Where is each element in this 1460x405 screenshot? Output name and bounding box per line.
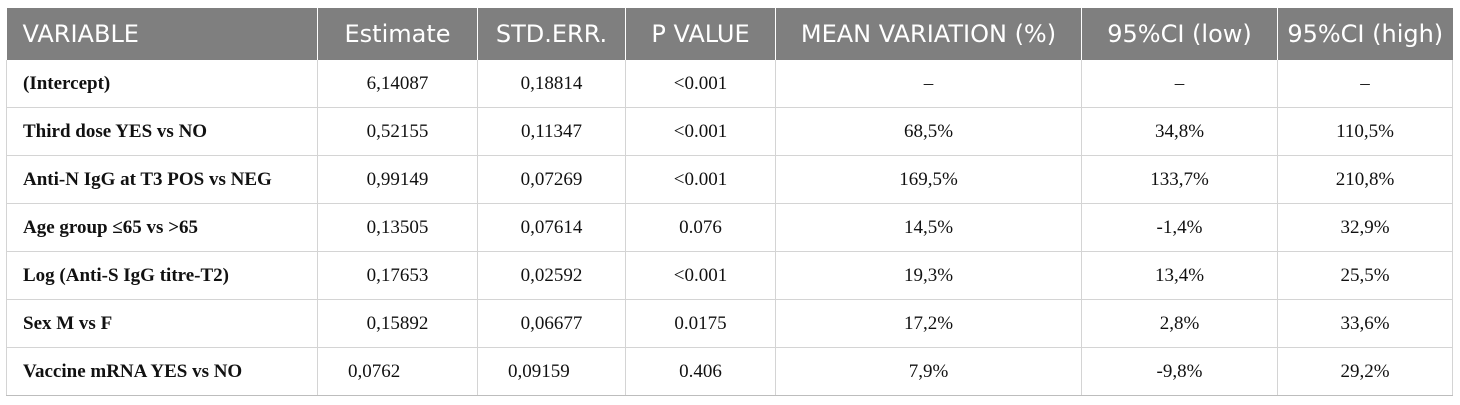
header-ci-low: 95%CI (low) (1081, 8, 1278, 60)
table-row: Third dose YES vs NO 0,52155 0,11347 <0.… (6, 107, 1453, 156)
ci-high-cell: 32,9% (1277, 203, 1453, 252)
ci-low-cell: -1,4% (1081, 203, 1278, 252)
header-p-value: P VALUE (625, 8, 776, 60)
estimate-cell: 0,15892 (317, 299, 478, 348)
mean-variation-cell: 169,5% (775, 155, 1082, 204)
std-err-cell: 0,07614 (477, 203, 626, 252)
p-value-cell: <0.001 (625, 107, 776, 156)
mean-variation-cell: 68,5% (775, 107, 1082, 156)
ci-high-cell: 33,6% (1277, 299, 1453, 348)
table-row: Log (Anti-S IgG titre-T2) 0,17653 0,0259… (6, 251, 1453, 300)
header-estimate: Estimate (317, 8, 478, 60)
regression-results-table: VARIABLE Estimate STD.ERR. P VALUE MEAN … (6, 8, 1453, 396)
ci-high-cell: 29,2% (1277, 347, 1453, 396)
mean-variation-cell: 17,2% (775, 299, 1082, 348)
header-variable: VARIABLE (6, 8, 318, 60)
header-ci-high: 95%CI (high) (1277, 8, 1453, 60)
mean-variation-cell: 14,5% (775, 203, 1082, 252)
p-value-cell: <0.001 (625, 251, 776, 300)
table-row: Age group ≤65 vs >65 0,13505 0,07614 0.0… (6, 203, 1453, 252)
table-row: Sex M vs F 0,15892 0,06677 0.0175 17,2% … (6, 299, 1453, 348)
mean-variation-cell: – (775, 60, 1082, 108)
table-row: Vaccine mRNA YES vs NO 0,0762 0,09159 0.… (6, 347, 1453, 396)
ci-high-cell: 25,5% (1277, 251, 1453, 300)
estimate-cell: 0,99149 (317, 155, 478, 204)
header-std-err: STD.ERR. (477, 8, 626, 60)
std-err-cell: 0,02592 (477, 251, 626, 300)
std-err-cell: 0,06677 (477, 299, 626, 348)
ci-high-cell: 210,8% (1277, 155, 1453, 204)
p-value-cell: <0.001 (625, 155, 776, 204)
mean-variation-cell: 7,9% (775, 347, 1082, 396)
estimate-cell: 0,17653 (317, 251, 478, 300)
ci-low-cell: 2,8% (1081, 299, 1278, 348)
estimate-cell: 0,13505 (317, 203, 478, 252)
estimate-cell: 6,14087 (317, 60, 478, 108)
variable-cell: Sex M vs F (6, 299, 318, 348)
p-value-cell: <0.001 (625, 60, 776, 108)
table-row: (Intercept) 6,14087 0,18814 <0.001 – – – (6, 60, 1453, 108)
p-value-cell: 0.406 (625, 347, 776, 396)
header-row: VARIABLE Estimate STD.ERR. P VALUE MEAN … (6, 8, 1453, 60)
std-err-cell: 0,11347 (477, 107, 626, 156)
variable-cell: (Intercept) (6, 60, 318, 108)
ci-low-cell: 133,7% (1081, 155, 1278, 204)
ci-low-cell: 34,8% (1081, 107, 1278, 156)
std-err-cell: 0,09159 (477, 347, 626, 396)
estimate-cell: 0,0762 (317, 347, 478, 396)
ci-high-cell: – (1277, 60, 1453, 108)
ci-low-cell: -9,8% (1081, 347, 1278, 396)
mean-variation-cell: 19,3% (775, 251, 1082, 300)
variable-cell: Log (Anti-S IgG titre-T2) (6, 251, 318, 300)
ci-high-cell: 110,5% (1277, 107, 1453, 156)
variable-cell: Vaccine mRNA YES vs NO (6, 347, 318, 396)
variable-cell: Third dose YES vs NO (6, 107, 318, 156)
variable-cell: Anti-N IgG at T3 POS vs NEG (6, 155, 318, 204)
regression-table-container: VARIABLE Estimate STD.ERR. P VALUE MEAN … (6, 8, 1453, 396)
ci-low-cell: 13,4% (1081, 251, 1278, 300)
p-value-cell: 0.076 (625, 203, 776, 252)
variable-cell: Age group ≤65 vs >65 (6, 203, 318, 252)
ci-low-cell: – (1081, 60, 1278, 108)
table-row: Anti-N IgG at T3 POS vs NEG 0,99149 0,07… (6, 155, 1453, 204)
std-err-cell: 0,07269 (477, 155, 626, 204)
std-err-cell: 0,18814 (477, 60, 626, 108)
header-mean-variation: MEAN VARIATION (%) (775, 8, 1082, 60)
estimate-cell: 0,52155 (317, 107, 478, 156)
p-value-cell: 0.0175 (625, 299, 776, 348)
